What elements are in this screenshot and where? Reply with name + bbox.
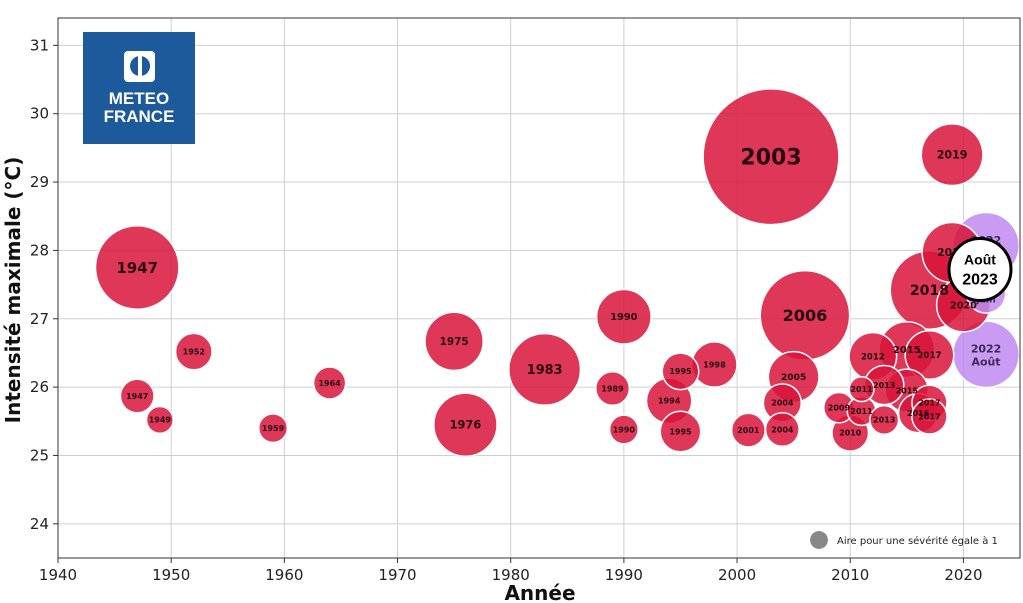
legend-label: Aire pour une sévérité égale à 1 xyxy=(837,535,998,547)
x-tick-label: 1980 xyxy=(492,566,530,584)
bubble-label: 2015 xyxy=(893,345,921,356)
logo-line2: FRANCE xyxy=(104,107,175,126)
bubble-1995 xyxy=(661,352,700,391)
bubble-label: 1998 xyxy=(703,359,726,369)
bubble-label: 1947 xyxy=(126,392,148,401)
legend: Aire pour une sévérité égale à 1 xyxy=(810,531,998,549)
annotation-aout-2023: Août 2023 xyxy=(947,237,1013,303)
bubbles xyxy=(94,88,1020,458)
logo-background xyxy=(83,32,195,144)
bubble-label: 2015 xyxy=(896,386,919,395)
annotation-line2: 2023 xyxy=(962,272,998,289)
logo-emblem-icon xyxy=(124,51,155,82)
bubble-label: 2004 xyxy=(771,399,794,408)
y-tick-label: 24 xyxy=(30,515,49,533)
meteo-france-logo: METEO FRANCE xyxy=(83,32,195,144)
bubble-1975 xyxy=(424,311,484,372)
x-tick-label: 1940 xyxy=(39,566,77,584)
x-tick-label: 2020 xyxy=(944,566,982,584)
bubble-label: 2005 xyxy=(781,373,806,383)
bubble-label: 1990 xyxy=(610,312,637,323)
bubble-1976 xyxy=(433,392,498,458)
bubble-label: 2010 xyxy=(839,429,862,438)
bubble-label: 2017 xyxy=(918,412,940,421)
bubble-label: 1952 xyxy=(183,347,205,356)
bubble-1990 xyxy=(608,414,639,445)
bubble-label: 2012 xyxy=(861,352,885,362)
bubble-2013 xyxy=(869,404,900,435)
x-tick-label: 1950 xyxy=(152,566,190,584)
bubble-label: 2022 xyxy=(971,343,1001,356)
bubble-label: 1975 xyxy=(440,336,469,348)
bubble-label: 1964 xyxy=(318,379,341,388)
bubble-1964 xyxy=(312,366,347,400)
x-tick-label: 1990 xyxy=(605,566,643,584)
x-axis-title: Année xyxy=(504,581,575,603)
bubble-2019 xyxy=(920,123,984,187)
annotation-circle xyxy=(947,237,1013,303)
bubble-1990 xyxy=(595,288,652,345)
bubble-1995 xyxy=(659,410,702,453)
axis-ticks: 1940 1950 1960 1970 1980 1990 2000 2010 2020 24 25… xyxy=(30,36,983,584)
bubble-label: 2009 xyxy=(828,403,851,412)
x-tick-label: 2010 xyxy=(831,566,869,584)
x-tick-label: 1970 xyxy=(378,566,416,584)
bubble-label: 2001 xyxy=(737,426,760,435)
plot-frame xyxy=(57,17,1021,559)
bubble-label: 2013 xyxy=(873,381,895,390)
y-tick-label: 31 xyxy=(30,36,49,54)
bubble-label: 2006 xyxy=(783,306,828,325)
bubble-label: 1959 xyxy=(262,424,285,433)
y-tick-label: 30 xyxy=(30,105,49,123)
bubble-label: 1990 xyxy=(613,425,636,434)
logo-line1: METEO xyxy=(109,89,169,108)
bubble-2004 xyxy=(764,411,800,448)
bubble-label: 1989 xyxy=(601,384,624,393)
grid xyxy=(57,18,1020,558)
bubble-1983 xyxy=(508,332,582,406)
y-tick-label: 28 xyxy=(30,241,49,259)
bubble-label: 1983 xyxy=(527,363,563,378)
bubble-label: 2003 xyxy=(740,145,801,170)
bubble-label: 1994 xyxy=(658,396,681,406)
bubble-1952 xyxy=(174,332,213,371)
bubble-label: 2017 xyxy=(918,399,940,408)
bubble-label: 2020 xyxy=(950,300,977,311)
bubble-1959 xyxy=(257,413,289,444)
bubble-label: 2016 xyxy=(907,409,930,418)
legend-marker xyxy=(810,531,828,549)
bubble-2003 xyxy=(702,88,840,226)
bubble-1949 xyxy=(145,405,174,435)
bubble-label: 2011 xyxy=(850,407,873,416)
bubble-labels: 200320061947201819832022Juillet2022Août1… xyxy=(116,145,1004,437)
bubble-sublabel: Août xyxy=(972,355,1001,368)
y-tick-label: 26 xyxy=(30,378,49,396)
y-axis-title: Intensité maximale (°C) xyxy=(1,157,25,424)
bubble-2011 xyxy=(848,376,875,403)
bubble-2017 xyxy=(911,398,948,435)
y-tick-label: 27 xyxy=(30,310,49,328)
bubble-label: 1995 xyxy=(669,427,692,436)
annotation-line1: Août xyxy=(964,252,996,268)
bubble-1989 xyxy=(595,370,631,407)
bubble-2017 xyxy=(904,329,955,381)
bubble-1947 xyxy=(119,378,155,414)
bubble-label: 2018 xyxy=(910,283,949,299)
bubble-label: 2004 xyxy=(771,425,794,434)
bubble-label: 1995 xyxy=(669,367,692,376)
bubble-label: 1976 xyxy=(450,418,482,432)
bubble-label: 1949 xyxy=(149,416,172,425)
bubble-label: 2013 xyxy=(873,416,895,425)
bubble-label: 1947 xyxy=(116,259,158,277)
bubble-1947 xyxy=(94,225,180,310)
y-tick-label: 25 xyxy=(30,446,49,464)
bubble-label: 2019 xyxy=(937,149,968,162)
bubble-label: 2011 xyxy=(850,385,873,394)
x-tick-label: 1960 xyxy=(265,566,303,584)
y-tick-label: 29 xyxy=(30,173,49,191)
bubble-label: 2017 xyxy=(917,351,941,361)
x-tick-label: 2000 xyxy=(718,566,756,584)
